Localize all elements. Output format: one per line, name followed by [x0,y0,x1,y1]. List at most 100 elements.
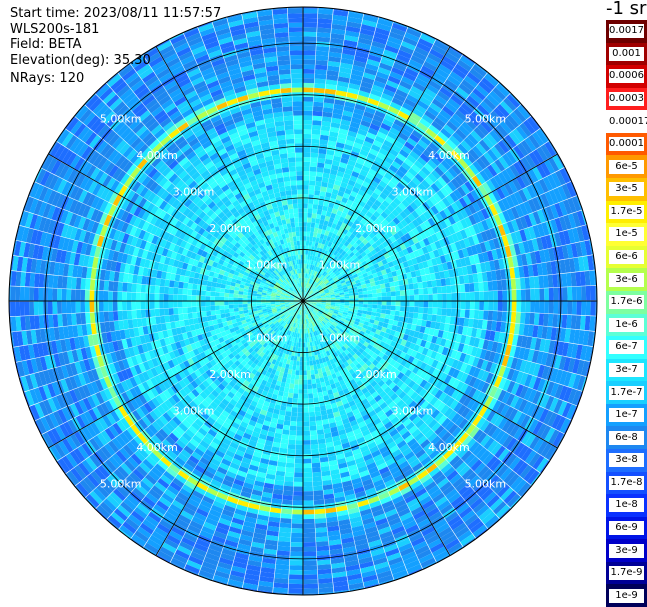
range-gate-cell [422,313,428,321]
range-gate-cell [362,238,369,245]
range-gate-cell [440,315,447,324]
range-gate-cell [446,47,462,60]
range-gate-cell [374,280,381,286]
range-gate-cell [411,219,420,228]
range-gate-cell [345,280,351,285]
range-gate-cell [296,426,303,431]
range-gate-cell [291,411,298,417]
range-gate-cell [316,284,321,289]
range-gate-cell [290,416,297,422]
range-gate-cell [361,225,369,232]
range-gate-cell [373,31,389,41]
range-gate-cell [303,133,312,139]
range-gate-cell [329,290,335,294]
range-gate-cell [303,180,310,186]
range-gate-cell [281,508,293,515]
range-gate-cell [581,225,589,241]
range-gate-cell [341,273,348,278]
range-gate-cell [316,429,325,435]
range-gate-cell [340,57,354,65]
range-gate-cell [316,261,320,268]
range-gate-cell [360,119,371,128]
range-gate-cell [468,163,480,176]
range-gate-cell [316,295,321,298]
range-gate-cell [486,94,500,107]
range-gate-cell [545,206,555,221]
range-gate-cell [291,369,296,375]
range-gate-cell [450,150,462,161]
range-gate-cell [328,287,334,291]
range-gate-cell [368,207,376,215]
range-gate-cell [460,301,466,310]
range-gate-cell [361,19,377,28]
range-gate-cell [473,309,480,320]
range-gate-cell [298,337,302,343]
range-gate-cell [416,121,429,132]
range-gate-cell [395,290,401,296]
range-gate-cell [320,130,330,136]
range-gate-cell [438,238,446,248]
range-gate-cell [330,259,336,265]
range-gate-cell [426,314,433,322]
range-gate-cell [358,301,364,305]
range-gate-cell [327,241,333,248]
range-gate-cell [528,168,539,183]
range-gate-cell [353,276,360,281]
range-gate-cell [347,287,353,292]
range-gate-cell [390,305,396,311]
range-gate-cell [407,277,414,285]
range-gate-cell [336,282,342,286]
range-gate-cell [434,94,448,106]
range-gate-cell [400,255,407,263]
range-gate-cell [321,210,327,216]
range-gate-cell [540,193,550,208]
range-gate-cell [376,152,387,161]
range-gate-cell [324,273,330,278]
range-gate-cell [468,214,477,226]
range-gate-cell [470,111,484,124]
range-gate-cell [327,206,333,213]
range-gate-cell [402,248,409,256]
range-gate-cell [495,83,510,98]
range-gate-cell [506,233,514,246]
range-gate-cell [377,214,385,223]
range-gate-cell [367,184,377,192]
range-gate-cell [387,180,397,189]
range-gate-cell [335,280,341,285]
range-gate-cell [303,82,314,88]
range-gate-cell [295,444,303,450]
range-gate-cell [308,289,312,294]
range-gate-cell [333,244,339,251]
range-gate-cell [385,287,391,293]
range-gate-cell [406,272,412,279]
range-gate-cell [367,304,373,309]
range-gate-cell [324,267,330,273]
range-gate-cell [312,236,317,242]
range-gate-cell [298,384,303,390]
range-gate-cell [532,166,543,181]
range-gate-cell [497,199,507,212]
range-gate-cell [483,281,489,292]
range-gate-cell [311,143,320,149]
range-gate-cell [416,42,432,53]
range-gate-cell [399,311,405,317]
range-gate-cell [414,77,428,88]
range-gate-cell [346,183,354,191]
range-gate-cell [406,27,422,38]
range-gate-cell [378,236,386,244]
range-gate-cell [452,131,464,144]
range-gate-cell [371,228,379,236]
range-gate-cell [542,176,553,191]
range-gate-cell [563,199,573,215]
range-gate-cell [363,203,372,211]
range-gate-cell [309,255,313,261]
range-gate-cell [367,245,375,252]
range-gate-cell [410,244,418,252]
range-gate-cell [520,301,526,313]
range-gate-cell [502,210,511,223]
range-gate-cell [303,119,313,125]
range-gate-cell [303,518,315,524]
range-gate-cell [333,203,340,210]
range-gate-cell [303,203,308,209]
range-gate-cell [314,411,322,417]
